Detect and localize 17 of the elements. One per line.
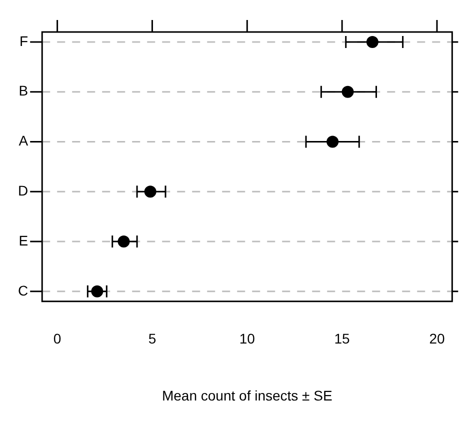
x-tick-label: 20 xyxy=(429,330,445,347)
x-tick-label: 10 xyxy=(239,330,256,347)
point xyxy=(144,186,156,198)
y-tick-label: A xyxy=(18,132,29,149)
y-tick-label: F xyxy=(20,32,28,49)
y-tick-label: E xyxy=(18,232,28,248)
x-tick-label: 5 xyxy=(148,330,156,347)
x-tick-label: 0 xyxy=(53,330,62,347)
y-tick-label: C xyxy=(18,282,28,298)
point xyxy=(118,236,130,248)
point xyxy=(342,86,354,98)
point xyxy=(366,36,378,48)
x-tick-label: 15 xyxy=(334,330,350,347)
x-axis-title: Mean count of insects ± SE xyxy=(162,387,332,404)
y-tick-label: D xyxy=(18,182,28,199)
point xyxy=(326,136,339,148)
y-tick-label: B xyxy=(18,82,28,99)
